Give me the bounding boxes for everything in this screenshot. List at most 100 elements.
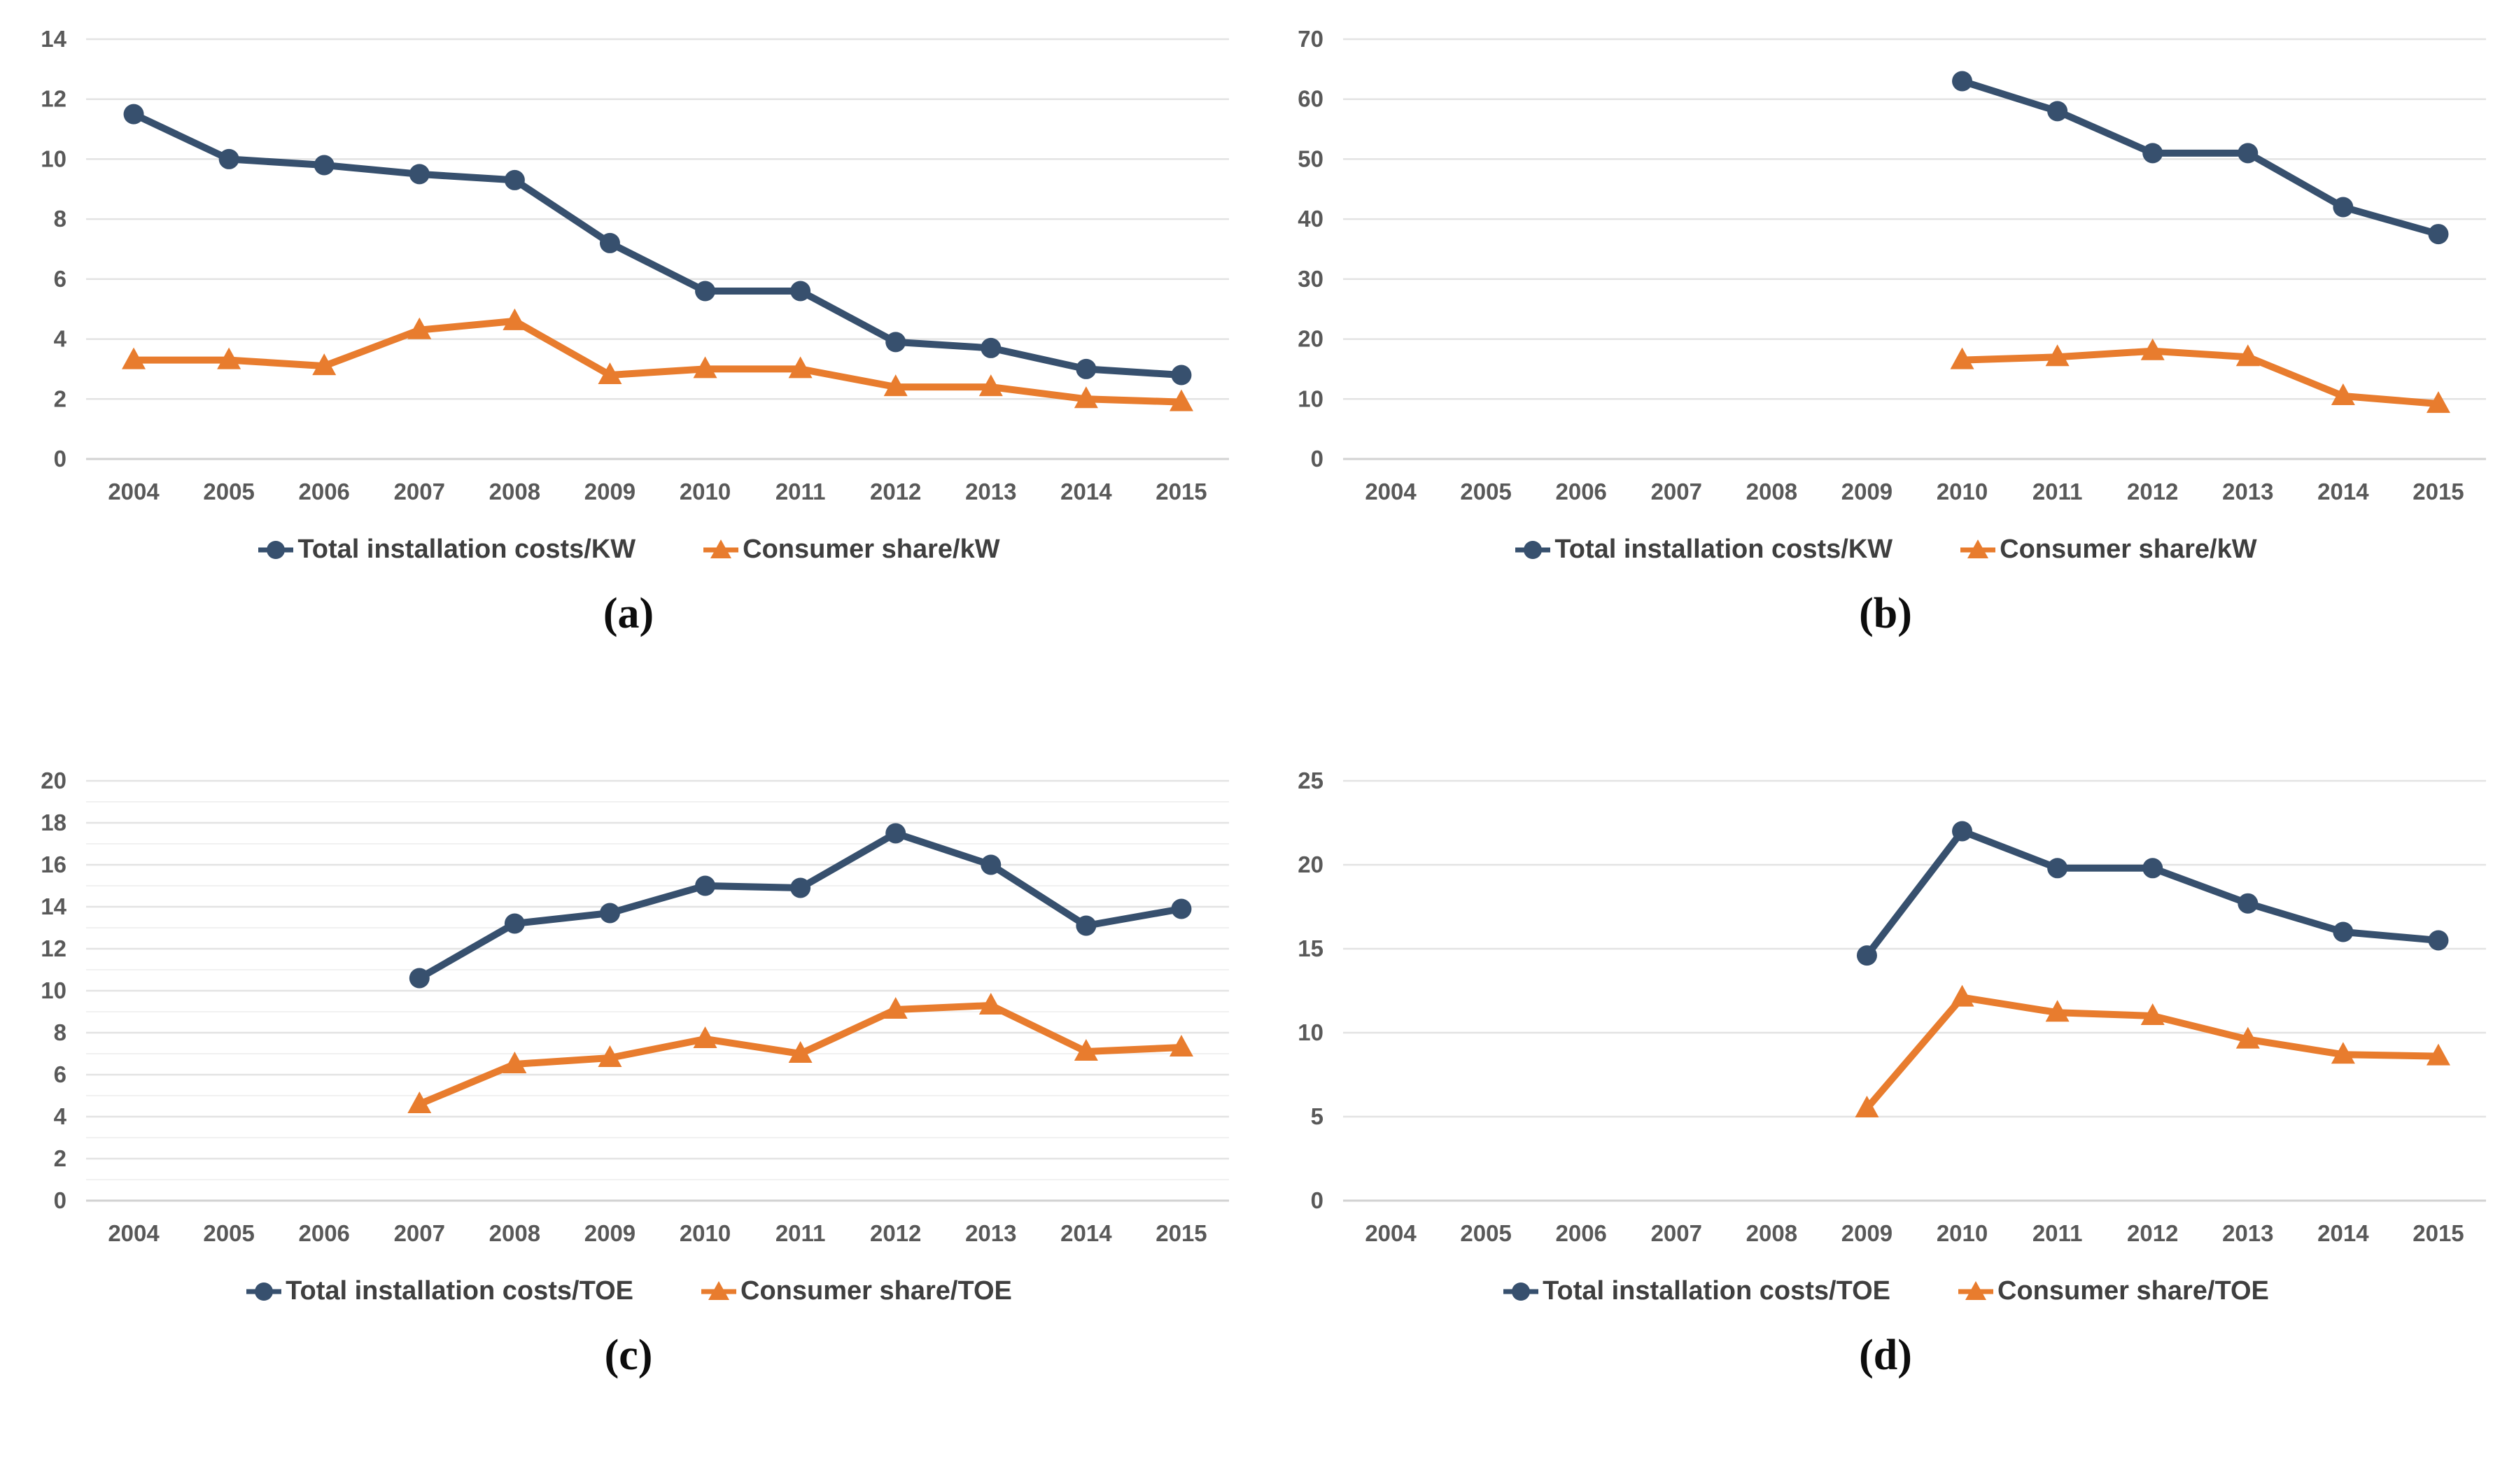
circle-marker-icon: [790, 877, 811, 898]
line-chart-a: 0 2 4 6 8 10 12 14 2004 2005 2006 2007 2008 2009 2010 2…: [41, 26, 1229, 504]
circle-marker-icon: [2333, 921, 2354, 942]
x-tick-label: 2004: [108, 1220, 160, 1246]
y-tick-label: 8: [54, 206, 66, 232]
circle-marker-icon: [123, 104, 144, 125]
circle-marker-icon: [1076, 915, 1097, 936]
series-line: [1863, 828, 2442, 959]
panel-d: 0 5 10 15 20 25 2004 2005 2006 2007 2008 2009 2010 20…: [1257, 742, 2514, 1484]
triangle-marker-icon: [503, 308, 527, 330]
triangle-marker-icon: [2331, 1042, 2355, 1064]
legend-item: Total installation costs/TOE: [1502, 1276, 1890, 1306]
circle-marker-icon: [695, 281, 716, 302]
x-tick-label: 2014: [1060, 479, 1112, 504]
y-tick-label: 2: [54, 386, 66, 411]
x-tick-label: 2013: [2222, 1220, 2273, 1246]
x-tick-label: 2007: [1651, 479, 1702, 504]
circle-marker-icon: [2333, 197, 2354, 218]
triangle-marker-icon: [1958, 1281, 1994, 1300]
y-tick-label: 4: [54, 326, 67, 352]
triangle-marker-icon: [2045, 344, 2070, 367]
triangle-marker-icon: [1074, 386, 1098, 409]
x-tick-label: 2015: [2413, 479, 2464, 504]
triangle-marker-icon: [598, 1045, 622, 1067]
triangle-marker-icon: [701, 1281, 737, 1300]
legend-triangle: [1967, 539, 1989, 558]
x-tick-label: 2005: [1460, 1220, 1511, 1246]
legend-item: Total installation costs/KW: [257, 535, 635, 565]
y-tick-label: 6: [54, 266, 66, 292]
legend-circle: [267, 541, 286, 559]
circle-marker-icon: [2428, 930, 2449, 951]
x-tick-label: 2009: [1841, 1220, 1892, 1246]
circle-marker-icon: [2142, 858, 2163, 879]
caption-b: (b): [1859, 590, 1912, 637]
triangle-marker-icon: [2235, 344, 2260, 367]
legend-item: Total installation costs/KW: [1514, 535, 1892, 565]
legend-item: Consumer share/kW: [702, 535, 1000, 565]
series-line: [130, 317, 1185, 406]
x-tick-label: 2008: [1746, 479, 1797, 504]
circle-marker-icon: [504, 169, 525, 190]
legend-b: Total installation costs/KW Consumer shar…: [1514, 522, 2257, 577]
line-chart-d: 0 5 10 15 20 25 2004 2005 2006 2007 2008 2009 2010 20…: [1298, 768, 2486, 1246]
y-tick-label: 14: [41, 893, 66, 919]
circle-marker-icon: [2047, 101, 2068, 122]
y-tick-label: 6: [54, 1061, 66, 1087]
circle-marker-icon: [885, 332, 906, 353]
y-tick-label: 2: [54, 1145, 66, 1171]
legend-item: Total installation costs/TOE: [245, 1276, 633, 1306]
circle-marker-icon: [2047, 858, 2068, 879]
triangle-marker-icon: [1950, 984, 1974, 1007]
triangle-marker-icon: [693, 356, 717, 379]
circle-marker-icon: [1171, 898, 1192, 919]
y-tick-label: 20: [1298, 326, 1323, 352]
circle-marker-icon: [2238, 893, 2259, 914]
triangle-marker-icon: [598, 362, 622, 384]
legend-item: Consumer share/TOE: [1957, 1276, 2269, 1306]
circle-marker-icon: [695, 875, 716, 896]
x-tick-label: 2010: [680, 1220, 731, 1246]
series-line: [1958, 78, 2442, 238]
triangle-marker-icon: [703, 539, 739, 558]
legend-label: Consumer share/kW: [2000, 534, 2257, 564]
circle-marker-icon: [599, 903, 620, 924]
x-tick-label: 2009: [584, 479, 635, 504]
triangle-marker-icon: [1855, 1096, 1879, 1117]
y-tick-label: 40: [1298, 206, 1323, 232]
circle-marker-icon: [409, 164, 430, 185]
y-tick-label: 10: [1298, 1019, 1323, 1045]
circle-marker-icon: [599, 232, 620, 253]
circle-marker-icon: [1515, 541, 1551, 559]
y-tick-label: 0: [54, 446, 66, 472]
y-tick-label: 25: [1298, 768, 1323, 793]
x-tick-label: 2015: [1156, 479, 1207, 504]
legend-circle: [255, 1282, 274, 1301]
circle-marker-icon: [409, 968, 430, 989]
circle-marker-icon: [885, 823, 906, 844]
y-tick-label: 0: [1311, 446, 1323, 472]
x-tick-label: 2008: [1746, 1220, 1797, 1246]
triangle-marker-icon: [122, 347, 146, 369]
x-tick-label: 2014: [2317, 479, 2369, 504]
triangle-marker-icon: [883, 374, 908, 397]
x-tick-label: 2010: [680, 479, 731, 504]
circle-marker-icon: [218, 148, 239, 169]
x-tick-label: 2006: [1555, 1220, 1606, 1246]
x-tick-label: 2013: [965, 1220, 1016, 1246]
triangle-marker-icon: [1074, 1039, 1098, 1061]
y-tick-label: 14: [41, 26, 66, 52]
legend-c: Total installation costs/TOE Consumer sha…: [245, 1264, 1012, 1318]
triangle-marker-icon: [2140, 1003, 2165, 1025]
triangle-marker-icon: [978, 993, 1003, 1015]
circle-marker-icon: [2142, 143, 2163, 164]
triangle-marker-icon: [788, 356, 813, 379]
y-tick-label: 0: [54, 1187, 66, 1213]
triangle-marker-icon: [407, 1091, 432, 1113]
y-tick-label: 0: [1311, 1187, 1323, 1213]
x-tick-label: 2006: [298, 1220, 349, 1246]
legend-item: Consumer share/TOE: [700, 1276, 1012, 1306]
x-tick-label: 2007: [394, 479, 445, 504]
circle-marker-icon: [314, 155, 335, 176]
x-tick-label: 2009: [1841, 479, 1892, 504]
